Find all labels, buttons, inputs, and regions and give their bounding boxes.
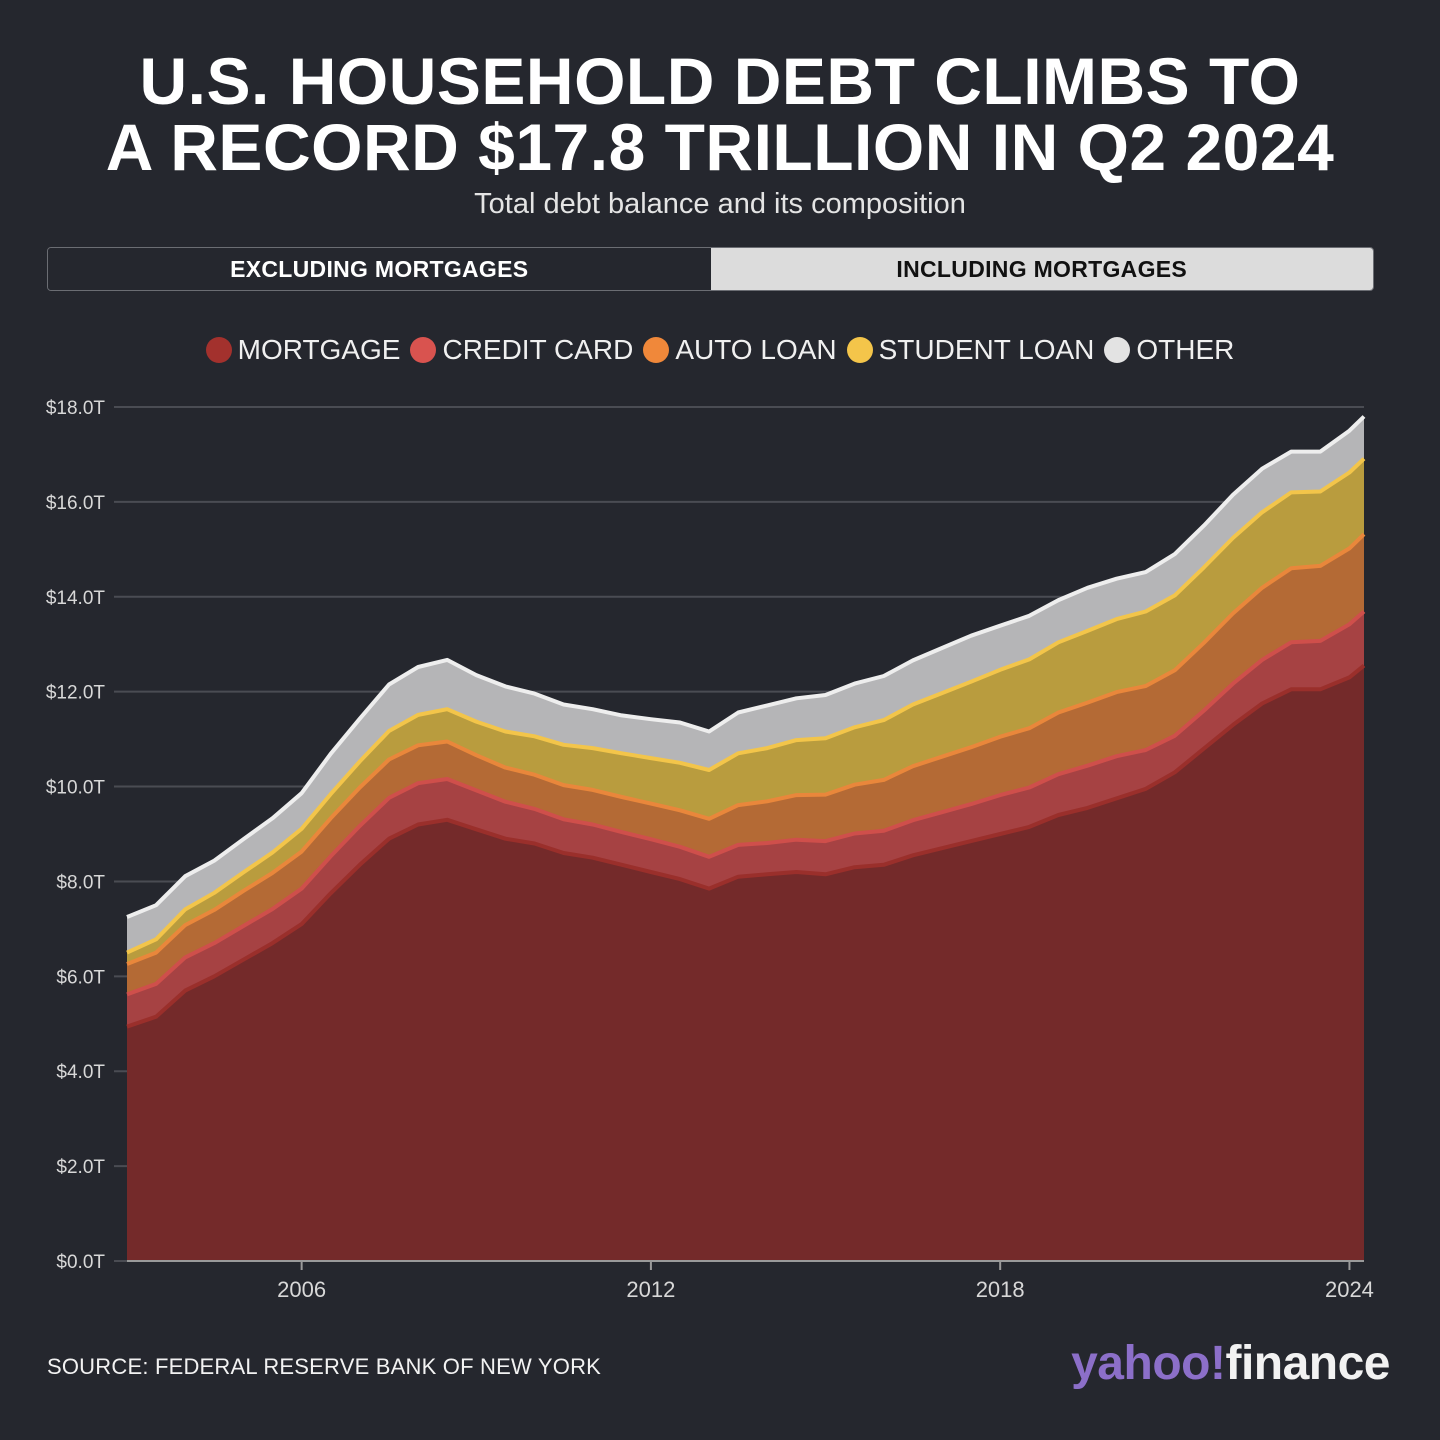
legend-label: CREDIT CARD (442, 334, 634, 365)
legend-swatch (846, 337, 873, 363)
legend-item-mortgage: MORTGAGE (205, 334, 401, 366)
legend-item-other: OTHER (1104, 334, 1234, 366)
y-tick-label: $10.0T (46, 778, 106, 799)
chart-legend: MORTGAGE CREDIT CARD AUTO LOAN STUDENT LOAN… (0, 330, 1440, 370)
line-mortgage (126, 664, 1366, 1029)
y-tick-label: $6.0T (56, 967, 105, 988)
legend-label: MORTGAGE (237, 334, 401, 365)
legend-item-credit-card: CREDIT CARD (410, 334, 633, 366)
y-tick-label: $12.0T (46, 683, 106, 704)
logo-finance: finance (1225, 1337, 1390, 1390)
legend-label: OTHER (1136, 334, 1235, 365)
page-title: U.S. HOUSEHOLD DEBT CLIMBS TO A RECORD $… (0, 48, 1440, 180)
legend-swatch (205, 337, 232, 363)
yahoo-finance-logo: yahoo! finance (1071, 1336, 1390, 1391)
line-credit-card (126, 609, 1366, 997)
y-tick-label: $8.0T (56, 872, 105, 893)
x-tick-label: 2024 (1325, 1277, 1374, 1302)
legend-label: AUTO LOAN (675, 334, 837, 365)
logo-mark: ! (1209, 1337, 1226, 1390)
legend-item-student-loan: STUDENT LOAN (846, 334, 1095, 366)
y-tick-label: $18.0T (46, 398, 106, 419)
tab-excluding-mortgages[interactable]: EXCLUDING MORTGAGES (48, 248, 711, 290)
x-tick-label: 2006 (277, 1277, 326, 1302)
legend-item-auto-loan: AUTO LOAN (643, 334, 837, 366)
y-tick-label: $14.0T (46, 588, 106, 609)
source-note: SOURCE: FEDERAL RESERVE BANK OF NEW YORK (47, 1354, 602, 1379)
line-student-loan (126, 457, 1366, 955)
mortgage-toggle: EXCLUDING MORTGAGES INCLUDING MORTGAGES (47, 247, 1374, 291)
title-line-1: U.S. HOUSEHOLD DEBT CLIMBS TO (139, 44, 1301, 118)
y-tick-label: $16.0T (46, 493, 106, 514)
legend-swatch (410, 337, 437, 363)
legend-swatch (1104, 337, 1131, 363)
y-tick-label: $2.0T (56, 1157, 105, 1178)
y-tick-label: $4.0T (56, 1062, 105, 1083)
area-mortgage (127, 665, 1364, 1261)
area-credit-card (127, 611, 1364, 1027)
title-line-2: A RECORD $17.8 TRILLION IN Q2 2024 (105, 110, 1335, 184)
tab-including-mortgages[interactable]: INCLUDING MORTGAGES (710, 248, 1373, 290)
line-other (126, 415, 1366, 919)
y-tick-label: $0.0T (56, 1252, 105, 1273)
logo-yahoo: yahoo (1071, 1337, 1210, 1390)
x-tick-label: 2012 (626, 1277, 675, 1302)
line-auto-loan (126, 532, 1366, 966)
legend-swatch (643, 337, 670, 363)
chart-subtitle: Total debt balance and its composition (474, 188, 966, 220)
x-tick-label: 2018 (976, 1277, 1025, 1302)
legend-label: STUDENT LOAN (878, 334, 1095, 365)
